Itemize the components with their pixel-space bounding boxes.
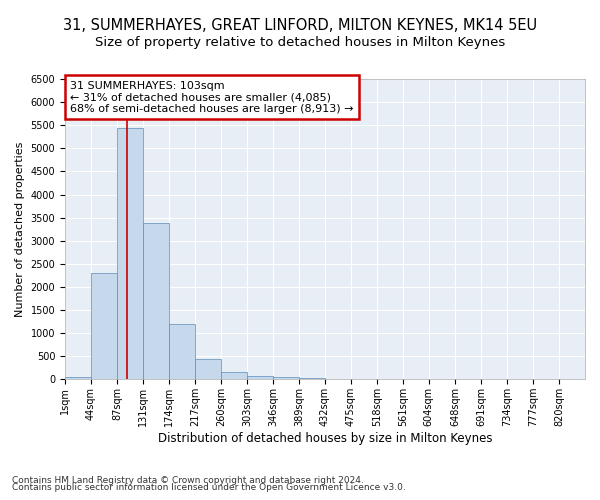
Bar bbox=[196, 358, 221, 380]
Bar bbox=[143, 223, 169, 380]
Bar bbox=[91, 273, 117, 380]
Text: Contains public sector information licensed under the Open Government Licence v3: Contains public sector information licen… bbox=[12, 484, 406, 492]
Bar bbox=[65, 377, 91, 380]
Bar bbox=[221, 372, 247, 380]
Text: Contains HM Land Registry data © Crown copyright and database right 2024.: Contains HM Land Registry data © Crown c… bbox=[12, 476, 364, 485]
Text: 31, SUMMERHAYES, GREAT LINFORD, MILTON KEYNES, MK14 5EU: 31, SUMMERHAYES, GREAT LINFORD, MILTON K… bbox=[63, 18, 537, 32]
Y-axis label: Number of detached properties: Number of detached properties bbox=[15, 142, 25, 317]
Bar bbox=[299, 378, 325, 380]
X-axis label: Distribution of detached houses by size in Milton Keynes: Distribution of detached houses by size … bbox=[158, 432, 492, 445]
Bar bbox=[273, 377, 299, 380]
Text: Size of property relative to detached houses in Milton Keynes: Size of property relative to detached ho… bbox=[95, 36, 505, 49]
Text: 31 SUMMERHAYES: 103sqm
← 31% of detached houses are smaller (4,085)
68% of semi-: 31 SUMMERHAYES: 103sqm ← 31% of detached… bbox=[70, 80, 354, 114]
Bar bbox=[169, 324, 196, 380]
Bar bbox=[247, 376, 273, 380]
Bar bbox=[117, 128, 143, 380]
